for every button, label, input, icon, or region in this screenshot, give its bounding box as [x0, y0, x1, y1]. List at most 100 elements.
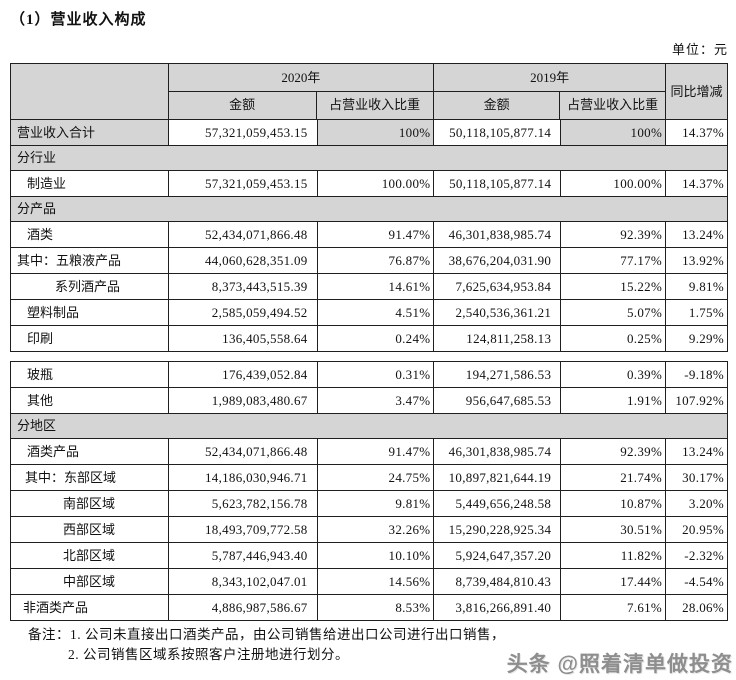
share-2020: 91.47% [317, 222, 435, 248]
table-row-liquor: 酒类 52,434,071,866.48 91.47% 46,301,838,9… [11, 222, 728, 248]
footnote-line-1: 备注：1. 公司未直接出口酒类产品，由公司销售给进出口公司进行出口销售， [28, 627, 505, 642]
amount-2019: 10,897,821,644.19 [434, 465, 562, 491]
share-2020: 76.87% [317, 248, 435, 274]
table-row-central-region: 中部区域 8,343,102,047.01 14.56% 8,739,484,8… [11, 569, 728, 595]
header-group-2019: 2019年 金额 占营业收入比重 [434, 64, 667, 120]
share-2020: 14.61% [317, 274, 435, 300]
footnote-line-2: 2. 公司销售区域系按照客户注册地进行划分。 [68, 647, 349, 662]
revenue-table-lower: 玻瓶 176,439,052.84 0.31% 194,271,586.53 0… [10, 361, 728, 621]
share-2020: 4.51% [317, 300, 435, 326]
yoy-change: 9.81% [666, 274, 728, 300]
yoy-change: 13.24% [666, 439, 728, 465]
report-page: （1）营业收入构成 单位：元 2020年 金额 占营业收入比重 2019年 金额… [0, 8, 736, 680]
row-label: 玻瓶 [11, 362, 169, 388]
row-label: 营业收入合计 [11, 120, 169, 146]
share-2020: 0.24% [317, 326, 435, 352]
table-row-western-region: 西部区域 18,493,709,772.58 32.26% 15,290,228… [11, 517, 728, 543]
watermark-toutiao: 头条 @照着清单做投资 [506, 653, 733, 676]
amount-2020: 176,439,052.84 [168, 362, 318, 388]
table-row-eastern-region: 其中：东部区域 14,186,030,946.71 24.75% 10,897,… [11, 465, 728, 491]
share-2019: 0.25% [561, 326, 667, 352]
header-amount-2019: 金额 [434, 92, 561, 119]
yoy-change: 28.06% [666, 595, 728, 621]
amount-2019: 2,540,536,361.21 [434, 300, 562, 326]
amount-2019: 15,290,228,925.34 [434, 517, 562, 543]
amount-2019: 956,647,685.53 [434, 388, 562, 414]
share-2020: 3.47% [317, 388, 435, 414]
row-label: 酒类 [11, 222, 169, 248]
amount-2019: 3,816,266,891.40 [434, 595, 562, 621]
amount-2020: 2,585,059,494.52 [168, 300, 318, 326]
section-row-by-product: 分产品 [11, 197, 728, 222]
amount-2020: 5,623,782,156.78 [168, 491, 318, 517]
share-2020: 14.56% [317, 569, 435, 595]
row-label: 塑料制品 [11, 300, 169, 326]
amount-2020: 136,405,558.64 [168, 326, 318, 352]
table-row-others: 其他 1,989,083,480.67 3.47% 956,647,685.53… [11, 388, 728, 414]
row-label: 南部区域 [11, 491, 169, 517]
share-2020: 10.10% [317, 543, 435, 569]
table-row-series-liquor: 系列酒产品 8,373,443,515.39 14.61% 7,625,634,… [11, 274, 728, 300]
row-label: 制造业 [11, 171, 169, 197]
table-row-printing: 印刷 136,405,558.64 0.24% 124,811,258.13 0… [11, 326, 728, 352]
row-label: 非酒类产品 [11, 595, 169, 621]
header-share-2019: 占营业收入比重 [567, 97, 659, 112]
row-label: 印刷 [11, 326, 169, 352]
table-row-plastic-products: 塑料制品 2,585,059,494.52 4.51% 2,540,536,36… [11, 300, 728, 326]
section-row-by-region: 分地区 [11, 414, 728, 439]
amount-2020: 52,434,071,866.48 [168, 222, 318, 248]
yoy-change: 14.37% [666, 171, 728, 197]
row-label: 酒类产品 [11, 439, 169, 465]
header-year-2020: 2020年 [168, 64, 434, 92]
footnotes: 备注：1. 公司未直接出口酒类产品，由公司销售给进出口公司进行出口销售， 2. … [28, 625, 736, 665]
amount-2019: 50,118,105,877.14 [434, 120, 562, 146]
amount-2019: 7,625,634,953.84 [434, 274, 562, 300]
table-row-wuliangye-products: 其中：五粮液产品 44,060,628,351.09 76.87% 38,676… [11, 248, 728, 274]
table-header: 2020年 金额 占营业收入比重 2019年 金额 占营业收入比重 同比增减 [11, 64, 728, 120]
yoy-change: 13.92% [666, 248, 728, 274]
share-2019: 0.39% [561, 362, 667, 388]
yoy-change: 3.20% [666, 491, 728, 517]
amount-2020: 57,321,059,453.15 [168, 171, 318, 197]
share-2020: 24.75% [317, 465, 435, 491]
amount-2019: 46,301,838,985.74 [434, 439, 562, 465]
amount-2019: 38,676,204,031.90 [434, 248, 562, 274]
share-2019: 11.82% [561, 543, 667, 569]
amount-2019: 194,271,586.53 [434, 362, 562, 388]
row-label: 其中：东部区域 [11, 465, 169, 491]
table-row-total-revenue: 营业收入合计 57,321,059,453.15 100% 50,118,105… [11, 120, 728, 146]
unit-label: 单位：元 [671, 42, 728, 57]
share-2019: 92.39% [561, 222, 667, 248]
table-row-southern-region: 南部区域 5,623,782,156.78 9.81% 5,449,656,24… [11, 491, 728, 517]
yoy-change: 9.29% [666, 326, 728, 352]
share-2019: 92.39% [561, 439, 667, 465]
table-row-non-liquor-products: 非酒类产品 4,886,987,586.67 8.53% 3,816,266,8… [11, 595, 728, 621]
yoy-change: 13.24% [666, 222, 728, 248]
amount-2019: 124,811,258.13 [434, 326, 562, 352]
amount-2020: 1,989,083,480.67 [168, 388, 318, 414]
amount-2020: 5,787,446,943.40 [168, 543, 318, 569]
share-2020: 8.53% [317, 595, 435, 621]
yoy-change: -9.18% [666, 362, 728, 388]
section-label: 分行业 [11, 146, 728, 171]
row-label: 其中：五粮液产品 [11, 248, 169, 274]
share-2019: 21.74% [561, 465, 667, 491]
share-2019: 5.07% [561, 300, 667, 326]
revenue-table-upper: 2020年 金额 占营业收入比重 2019年 金额 占营业收入比重 同比增减 营… [10, 63, 728, 352]
amount-2019: 8,739,484,810.43 [434, 569, 562, 595]
share-2019: 77.17% [561, 248, 667, 274]
share-2019: 10.87% [561, 491, 667, 517]
yoy-change: 14.37% [666, 120, 728, 146]
yoy-change: 20.95% [666, 517, 728, 543]
row-label: 中部区域 [11, 569, 169, 595]
share-2020: 9.81% [317, 491, 435, 517]
table-row-glass-bottles: 玻瓶 176,439,052.84 0.31% 194,271,586.53 0… [11, 362, 728, 388]
amount-2020: 44,060,628,351.09 [168, 248, 318, 274]
share-2020: 100% [317, 120, 435, 146]
amount-2020: 18,493,709,772.58 [168, 517, 318, 543]
table-row-liquor-products: 酒类产品 52,434,071,866.48 91.47% 46,301,838… [11, 439, 728, 465]
amount-2020: 14,186,030,946.71 [168, 465, 318, 491]
table-row-northern-region: 北部区域 5,787,446,943.40 10.10% 5,924,647,3… [11, 543, 728, 569]
amount-2020: 52,434,071,866.48 [168, 439, 318, 465]
share-2019: 100% [561, 120, 667, 146]
